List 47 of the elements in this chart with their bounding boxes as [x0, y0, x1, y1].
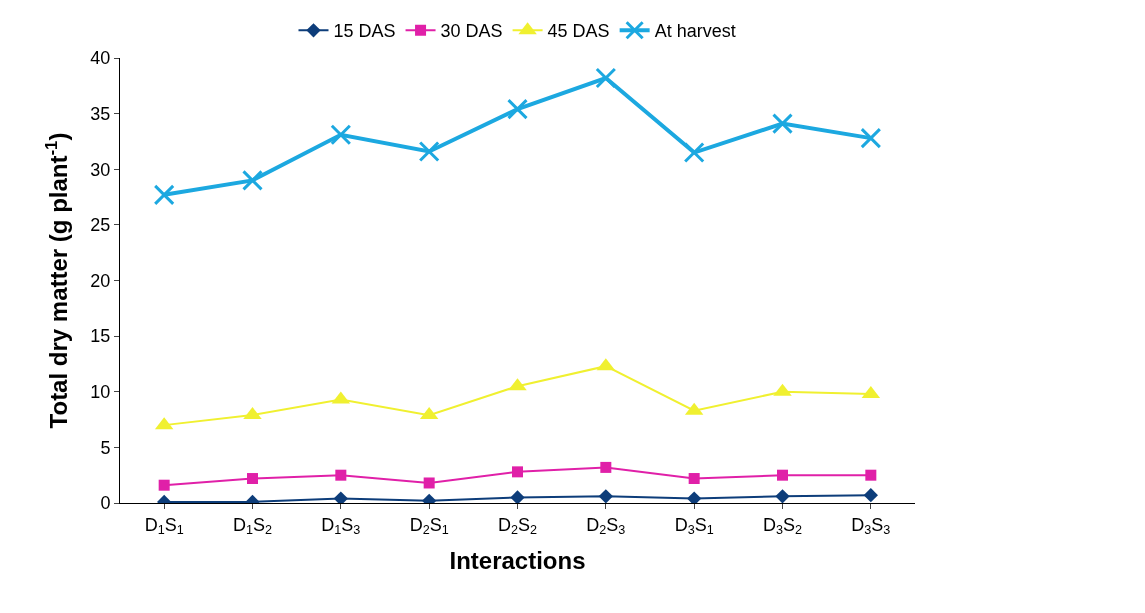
y-tick-label: 10 — [90, 382, 111, 403]
point — [418, 140, 440, 162]
point — [598, 489, 613, 503]
x-tick-label: D$_{2}$S$_{3}$ — [586, 514, 626, 538]
y-tick-label: 15 — [90, 326, 111, 347]
point — [863, 488, 878, 503]
point — [865, 469, 877, 481]
point — [595, 67, 617, 89]
legend-label: 30 DAS — [440, 21, 503, 42]
point — [247, 473, 258, 485]
y-tick-label: 30 — [90, 159, 111, 180]
x-tick-label: D$_{2}$S$_{1}$ — [409, 514, 449, 538]
point — [600, 461, 612, 473]
point — [688, 473, 700, 485]
x-tick-label: D$_{3}$S$_{1}$ — [674, 514, 714, 538]
point — [330, 124, 352, 146]
point — [153, 184, 175, 206]
point — [423, 477, 435, 489]
point — [242, 169, 263, 191]
y-tick-label: 20 — [90, 270, 111, 291]
point — [510, 490, 525, 503]
y-tick-label: 40 — [90, 48, 111, 69]
y-tick-label: 25 — [90, 215, 111, 236]
x-tick-label: D$_{2}$S$_{2}$ — [497, 514, 538, 538]
x-axis-title: Interactions — [449, 546, 586, 574]
legend-label: 15 DAS — [333, 21, 396, 42]
x-tick-label: D$_{3}$S$_{3}$ — [851, 514, 891, 538]
point — [333, 491, 348, 503]
point — [775, 489, 790, 503]
point — [772, 113, 793, 135]
x-tick-label: D$_{3}$S$_{2}$ — [762, 514, 803, 538]
point — [860, 127, 882, 149]
x-tick-label: D$_{1}$S$_{2}$ — [232, 514, 273, 538]
point — [687, 491, 702, 503]
point — [512, 466, 523, 478]
point — [777, 469, 788, 481]
legend-label: 45 DAS — [547, 21, 610, 42]
y-tick-label: 35 — [90, 103, 111, 124]
point — [507, 98, 528, 120]
x-tick-label: D$_{1}$S$_{3}$ — [321, 514, 361, 538]
x-tick-label: D$_{1}$S$_{1}$ — [144, 514, 184, 538]
y-tick-label: 0 — [100, 493, 111, 514]
point — [335, 469, 347, 481]
point — [683, 142, 705, 164]
y-tick-label: 5 — [100, 437, 111, 458]
point — [158, 479, 170, 491]
legend-label: At harvest — [654, 21, 736, 42]
